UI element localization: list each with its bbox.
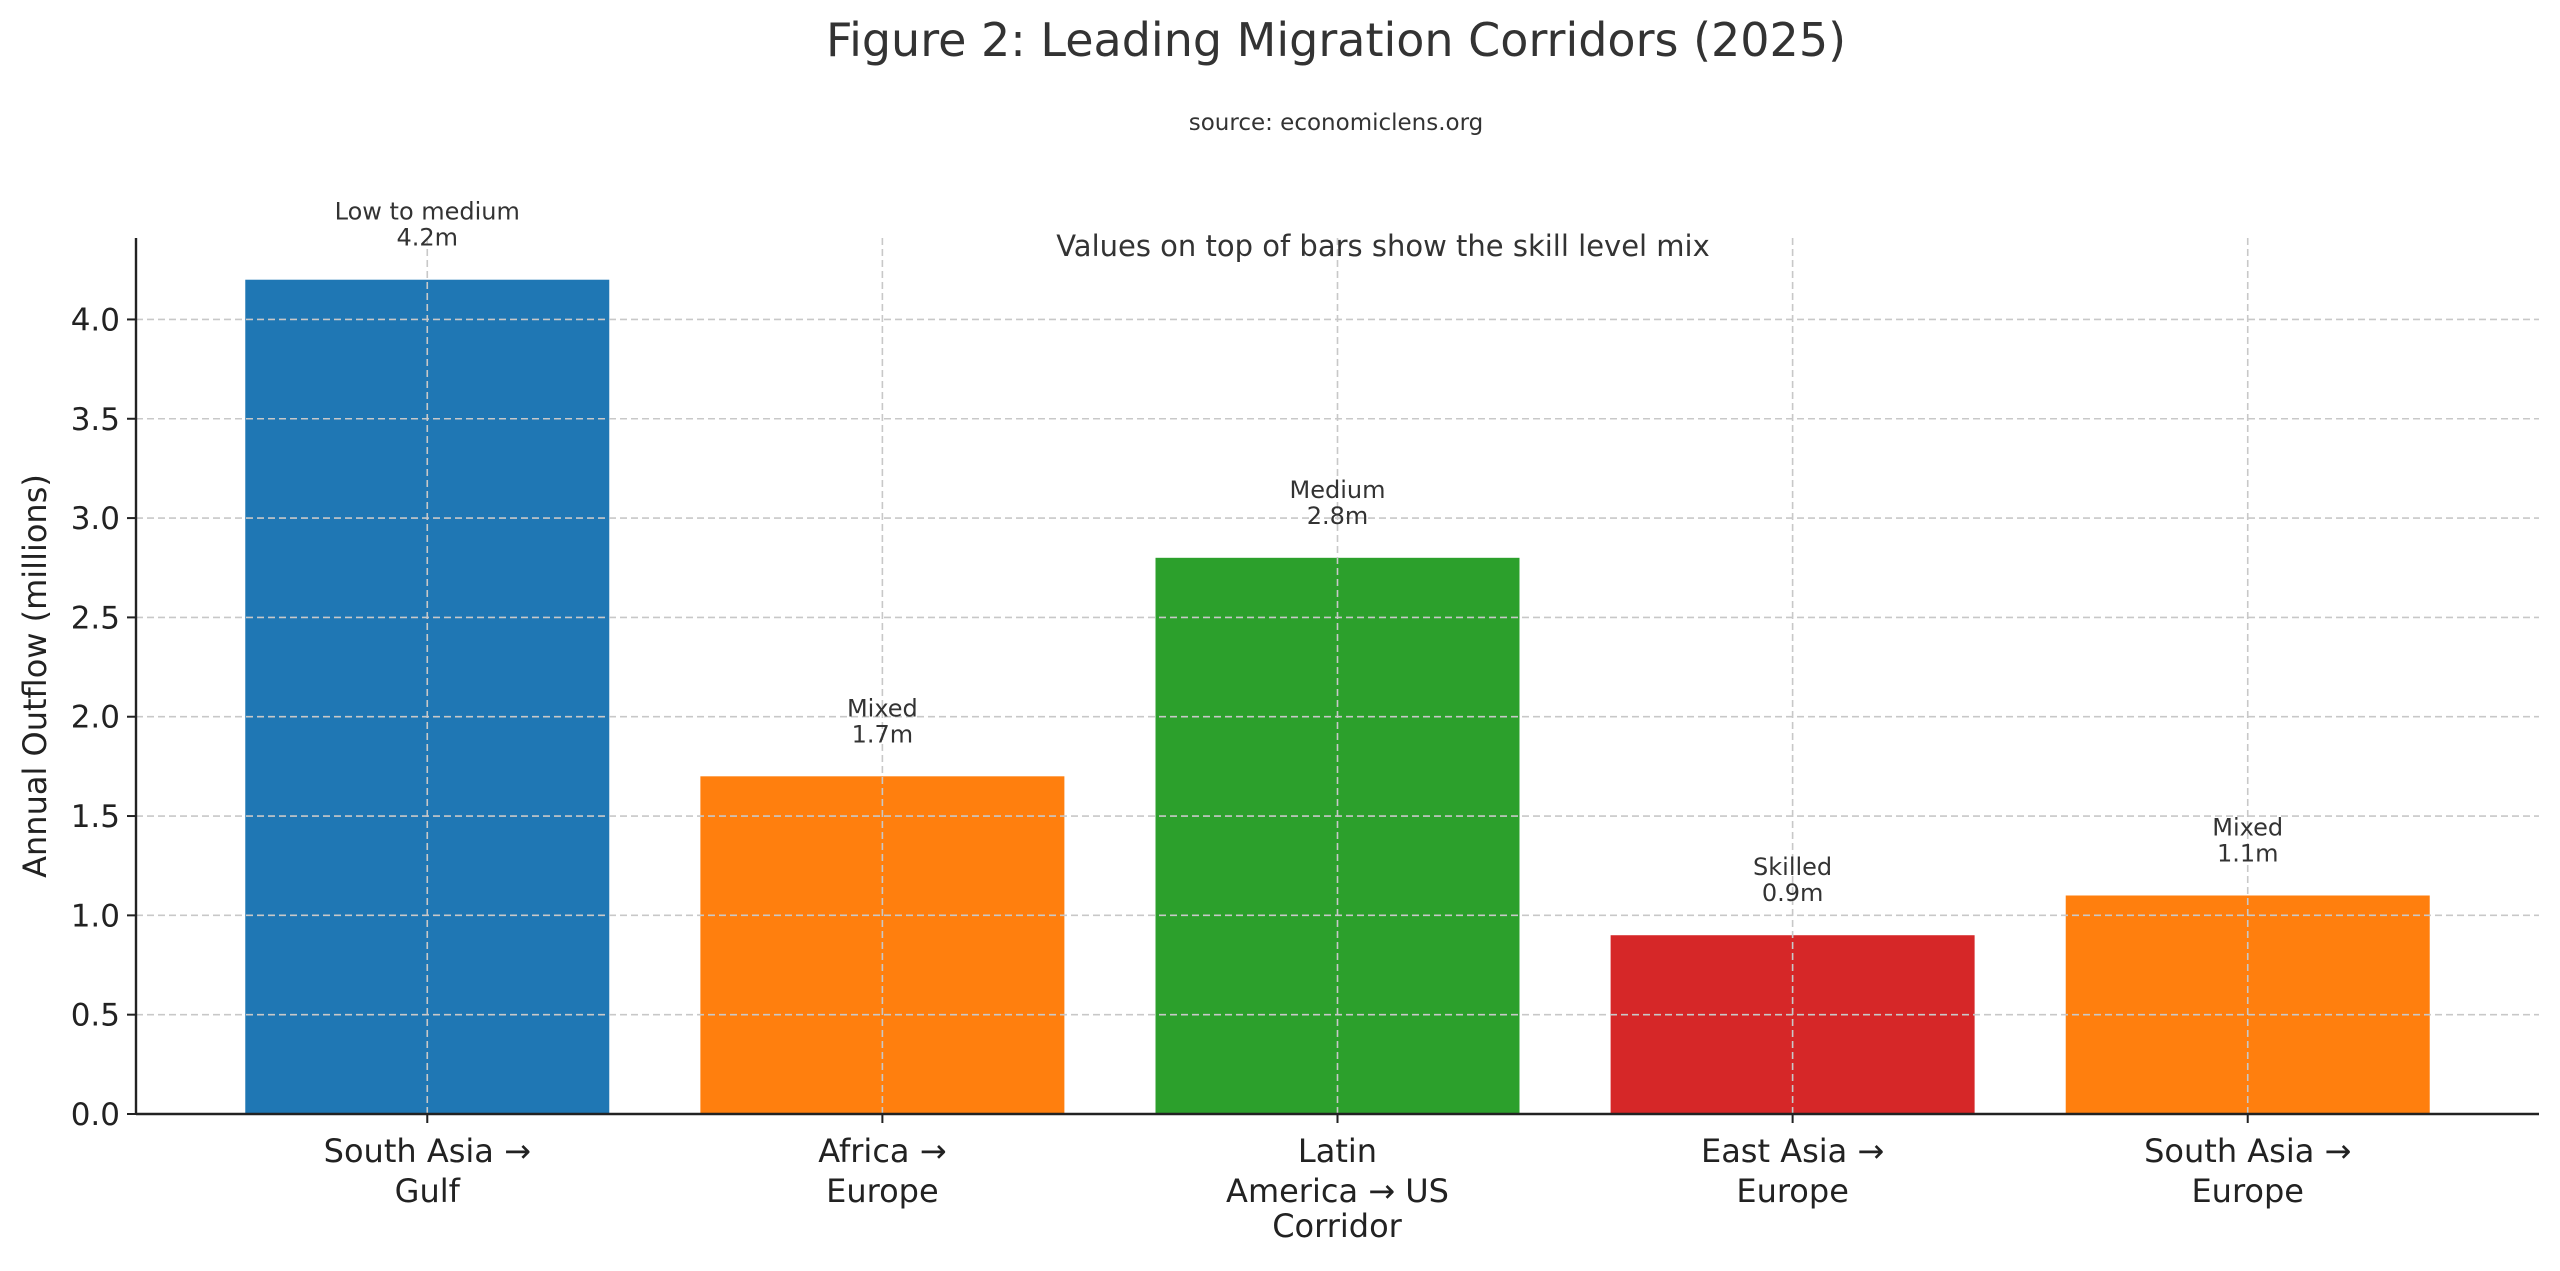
bar bbox=[2065, 895, 2430, 1114]
y-tick-label: 2.5 bbox=[71, 600, 120, 636]
x-tick-label: Latin bbox=[1298, 1132, 1377, 1170]
y-tick-label: 2.0 bbox=[71, 700, 120, 736]
bar-value-label: 0.9m bbox=[1762, 879, 1824, 907]
y-tick-label: 3.5 bbox=[71, 402, 120, 438]
x-tick-label: America → US bbox=[1226, 1172, 1449, 1210]
y-tick-label: 0.5 bbox=[71, 998, 120, 1034]
bar-skill-label: Mixed bbox=[847, 694, 918, 722]
y-tick-label: 1.0 bbox=[71, 898, 120, 934]
y-tick-label: 4.0 bbox=[71, 302, 120, 338]
y-tick-label: 3.0 bbox=[71, 501, 120, 537]
bar-labels: Low to medium4.2mMixed1.7mMedium2.8mSkil… bbox=[335, 198, 2284, 908]
bar-skill-label: Medium bbox=[1290, 476, 1386, 504]
x-tick-label: East Asia → bbox=[1701, 1132, 1884, 1170]
x-tick-label: Europe bbox=[2191, 1172, 2304, 1210]
x-tick-label: Gulf bbox=[395, 1172, 461, 1210]
bar-skill-label: Low to medium bbox=[335, 198, 520, 226]
x-axis-label: Corridor bbox=[1272, 1207, 1402, 1245]
bar-skill-label: Skilled bbox=[1753, 853, 1832, 881]
x-tick-label: Europe bbox=[1736, 1172, 1849, 1210]
x-tick-label: Africa → bbox=[818, 1132, 946, 1170]
grid bbox=[136, 238, 2539, 1115]
bar-value-label: 4.2m bbox=[396, 224, 458, 252]
x-tick-label: Europe bbox=[826, 1172, 939, 1210]
chart-title: Figure 2: Leading Migration Corridors (2… bbox=[826, 13, 1846, 67]
bar-value-label: 1.1m bbox=[2217, 839, 2279, 867]
y-axis-label: Annual Outflow (millions) bbox=[16, 474, 54, 878]
chart-subtitle: source: economiclens.org bbox=[1189, 110, 1484, 136]
bar-skill-label: Mixed bbox=[2212, 813, 2283, 841]
bar-value-label: 2.8m bbox=[1307, 502, 1369, 530]
x-tick-label: South Asia → bbox=[324, 1132, 531, 1170]
chart-annotation: Values on top of bars show the skill lev… bbox=[1056, 229, 1710, 263]
x-tick-label: South Asia → bbox=[2144, 1132, 2351, 1170]
y-tick-label: 0.0 bbox=[71, 1097, 120, 1133]
bar-value-label: 1.7m bbox=[852, 720, 914, 748]
y-tick-label: 1.5 bbox=[71, 799, 120, 835]
